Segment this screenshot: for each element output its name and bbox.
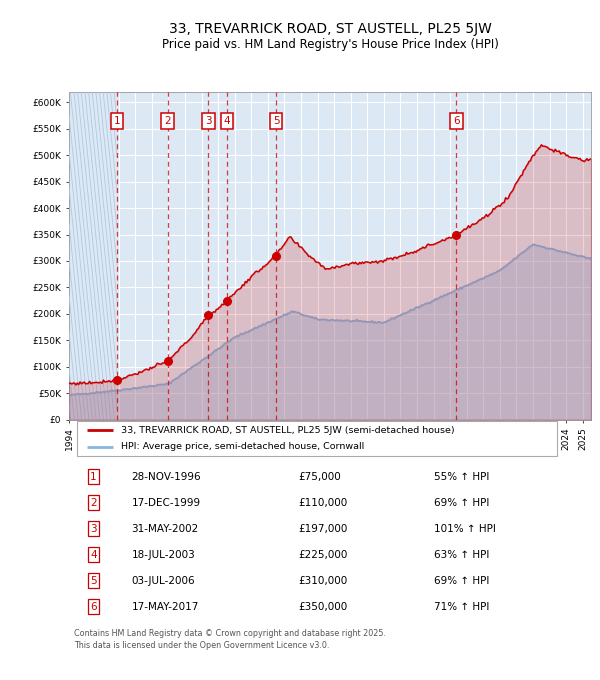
Text: £225,000: £225,000 [299, 549, 348, 560]
Text: 71% ↑ HPI: 71% ↑ HPI [434, 602, 490, 612]
Text: 31-MAY-2002: 31-MAY-2002 [131, 524, 199, 534]
Text: 1: 1 [114, 116, 121, 126]
Text: 33, TREVARRICK ROAD, ST AUSTELL, PL25 5JW: 33, TREVARRICK ROAD, ST AUSTELL, PL25 5J… [169, 22, 491, 36]
Text: 69% ↑ HPI: 69% ↑ HPI [434, 576, 490, 585]
Text: 63% ↑ HPI: 63% ↑ HPI [434, 549, 490, 560]
FancyBboxPatch shape [77, 421, 557, 456]
Text: £75,000: £75,000 [299, 472, 341, 481]
Text: £110,000: £110,000 [299, 498, 348, 508]
Text: 3: 3 [90, 524, 97, 534]
Text: 101% ↑ HPI: 101% ↑ HPI [434, 524, 496, 534]
Bar [69, 92, 117, 420]
Text: 33, TREVARRICK ROAD, ST AUSTELL, PL25 5JW (semi-detached house): 33, TREVARRICK ROAD, ST AUSTELL, PL25 5J… [121, 426, 455, 435]
Text: 17-MAY-2017: 17-MAY-2017 [131, 602, 199, 612]
Text: 4: 4 [224, 116, 230, 126]
Text: 5: 5 [273, 116, 280, 126]
Text: 17-DEC-1999: 17-DEC-1999 [131, 498, 201, 508]
Text: 4: 4 [90, 549, 97, 560]
Text: 28-NOV-1996: 28-NOV-1996 [131, 472, 201, 481]
Text: 6: 6 [90, 602, 97, 612]
Text: £350,000: £350,000 [299, 602, 348, 612]
Text: £197,000: £197,000 [299, 524, 348, 534]
Text: 55% ↑ HPI: 55% ↑ HPI [434, 472, 490, 481]
Text: 5: 5 [90, 576, 97, 585]
Text: 1: 1 [90, 472, 97, 481]
Text: 3: 3 [205, 116, 212, 126]
Text: £310,000: £310,000 [299, 576, 348, 585]
Text: Price paid vs. HM Land Registry's House Price Index (HPI): Price paid vs. HM Land Registry's House … [161, 37, 499, 51]
Text: 18-JUL-2003: 18-JUL-2003 [131, 549, 196, 560]
Text: HPI: Average price, semi-detached house, Cornwall: HPI: Average price, semi-detached house,… [121, 442, 364, 452]
Text: Contains HM Land Registry data © Crown copyright and database right 2025.
This d: Contains HM Land Registry data © Crown c… [74, 629, 386, 650]
Text: 69% ↑ HPI: 69% ↑ HPI [434, 498, 490, 508]
Text: 03-JUL-2006: 03-JUL-2006 [131, 576, 195, 585]
Text: 6: 6 [453, 116, 460, 126]
Text: 2: 2 [164, 116, 171, 126]
Text: 2: 2 [90, 498, 97, 508]
